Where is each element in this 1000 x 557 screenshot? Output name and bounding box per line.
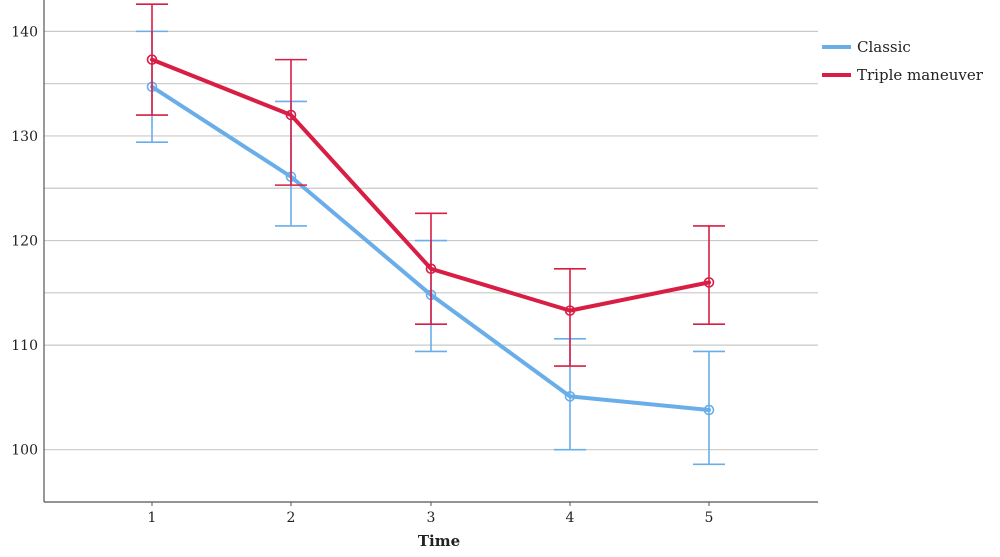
x-tick-label: 2 — [287, 510, 296, 526]
x-axis-title: Time — [418, 532, 460, 550]
data-point — [564, 305, 576, 316]
data-point — [425, 263, 437, 275]
x-tick-label: 4 — [566, 510, 575, 526]
y-tick-label: 140 — [11, 24, 38, 40]
series — [136, 3, 725, 466]
data-point — [146, 54, 158, 65]
y-tick-label: 100 — [11, 443, 38, 459]
x-tick-label: 1 — [148, 510, 157, 526]
legend-label: Classic — [857, 38, 911, 56]
x-tick-labels: 1 2 3 4 5 — [148, 502, 714, 526]
data-point — [703, 277, 715, 288]
data-point — [564, 391, 576, 402]
x-tick-label: 5 — [705, 510, 714, 526]
y-tick-labels: 100 110 120 130 140 — [11, 24, 38, 458]
data-point — [703, 404, 715, 416]
legend: Classic Triple maneuver — [822, 38, 984, 84]
legend-label: Triple maneuver — [857, 66, 984, 84]
x-tick-label: 3 — [427, 510, 436, 526]
y-tick-label: 120 — [11, 234, 38, 250]
y-tick-label: 130 — [11, 129, 38, 145]
data-point — [285, 109, 297, 121]
y-tick-label: 110 — [11, 338, 38, 354]
series-1 — [136, 3, 725, 367]
series-line — [150, 57, 711, 313]
